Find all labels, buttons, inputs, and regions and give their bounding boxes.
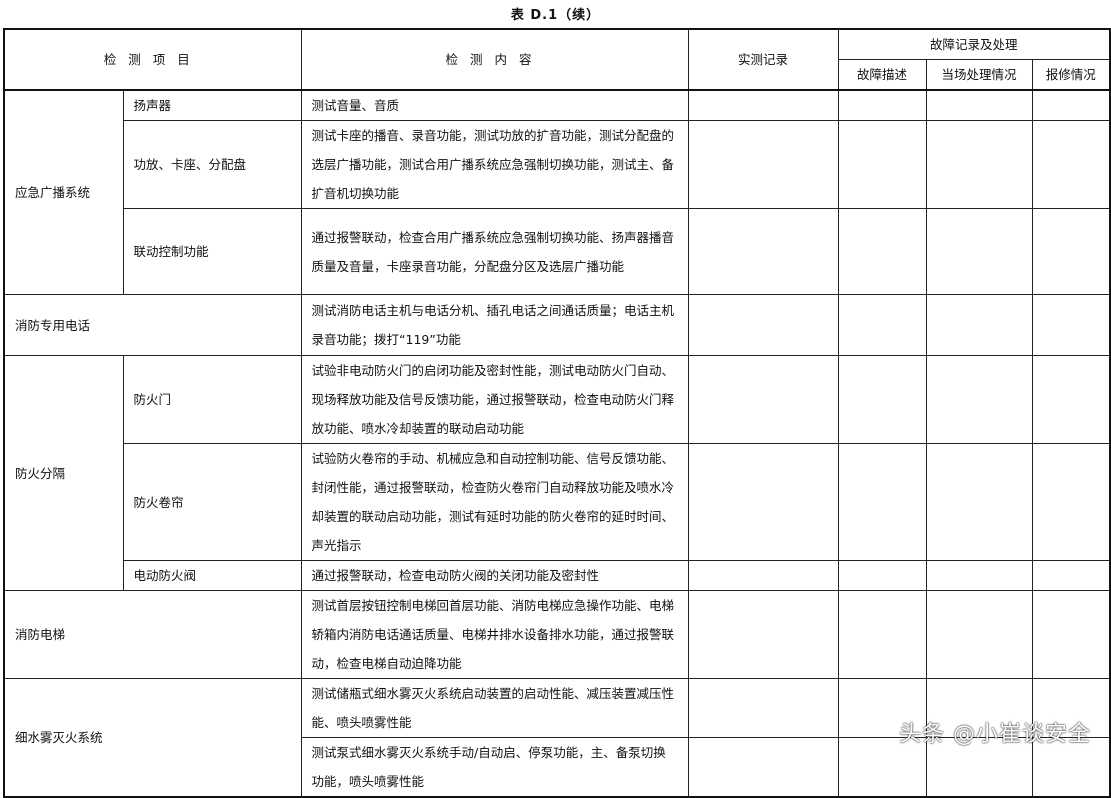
content-cell: 通过报警联动，检查电动防火阀的关闭功能及密封性 (300, 560, 689, 591)
content-cell: 试验非电动防火门的启闭功能及密封性能，测试电动防火门自动、现场释放功能及信号反馈… (300, 355, 689, 444)
record-cell[interactable] (687, 678, 839, 738)
onsite-cell[interactable] (925, 355, 1033, 444)
fault-cell[interactable] (837, 590, 927, 679)
record-cell[interactable] (687, 590, 839, 679)
onsite-cell[interactable] (925, 590, 1033, 679)
header-onsite: 当场处理情况 (925, 59, 1033, 91)
sub-item: 扬声器 (122, 89, 302, 121)
content-cell: 通过报警联动，检查合用广播系统应急强制切换功能、扬声器播音质量及音量，卡座录音功… (300, 208, 689, 295)
fault-cell[interactable] (837, 208, 927, 295)
record-cell[interactable] (687, 294, 839, 356)
sub-item: 防火卷帘 (122, 443, 302, 561)
item-label: 细水雾灭火系统 (3, 678, 302, 798)
header-repair: 报修情况 (1031, 59, 1111, 91)
table-row: 消防电梯 测试首层按钮控制电梯回首层功能、消防电梯应急操作功能、电梯轿箱内消防电… (3, 590, 1111, 679)
onsite-cell[interactable] (925, 89, 1033, 121)
content-cell: 试验防火卷帘的手动、机械应急和自动控制功能、信号反馈功能、封闭性能，通过报警联动… (300, 443, 689, 561)
table-row: 防火卷帘 试验防火卷帘的手动、机械应急和自动控制功能、信号反馈功能、封闭性能，通… (4, 443, 1111, 561)
record-cell[interactable] (687, 737, 839, 798)
fault-cell[interactable] (837, 120, 927, 209)
header-item: 检测项目 (3, 28, 302, 91)
record-cell[interactable] (687, 208, 839, 295)
record-cell[interactable] (687, 443, 839, 561)
onsite-cell[interactable] (925, 443, 1033, 561)
record-cell[interactable] (687, 355, 839, 444)
table-row: 电动防火阀 通过报警联动，检查电动防火阀的关闭功能及密封性 (4, 560, 1111, 591)
fault-cell[interactable] (837, 678, 927, 738)
repair-cell[interactable] (1031, 590, 1111, 679)
fault-cell[interactable] (837, 89, 927, 121)
watermark: 头条 @小崔谈安全 (899, 722, 1091, 747)
repair-cell[interactable] (1031, 120, 1111, 209)
content-cell: 测试消防电话主机与电话分机、插孔电话之间通话质量；电话主机录音功能；拨打“119… (300, 294, 689, 356)
content-cell: 测试音量、音质 (300, 89, 689, 121)
fault-cell[interactable] (837, 294, 927, 356)
header-record: 实测记录 (687, 28, 839, 91)
table-row: 防火分隔 防火门 试验非电动防火门的启闭功能及密封性能，测试电动防火门自动、现场… (3, 355, 1111, 591)
content-cell: 测试首层按钮控制电梯回首层功能、消防电梯应急操作功能、电梯轿箱内消防电话通话质量… (300, 590, 689, 679)
content-cell: 测试泵式细水雾灭火系统手动/自动启、停泵功能，主、备泵切换功能，喷头喷雾性能 (300, 737, 689, 798)
item-label: 防火分隔 (3, 355, 124, 591)
sub-item: 电动防火阀 (122, 560, 302, 591)
header-fault-desc: 故障描述 (837, 59, 927, 91)
fault-cell[interactable] (837, 355, 927, 444)
record-cell[interactable] (687, 120, 839, 209)
repair-cell[interactable] (1031, 443, 1111, 561)
repair-cell[interactable] (1031, 678, 1111, 738)
table-row: 消防专用电话 测试消防电话主机与电话分机、插孔电话之间通话质量；电话主机录音功能… (3, 294, 1111, 356)
fault-cell[interactable] (837, 560, 927, 591)
onsite-cell[interactable] (925, 294, 1033, 356)
inspection-table: 检测项目 检测内容 实测记录 故障记录及处理 故障描述 当场处理情况 报修情况 … (3, 28, 1111, 798)
content-cell: 测试卡座的播音、录音功能，测试功放的扩音功能，测试分配盘的选层广播功能，测试合用… (300, 120, 689, 209)
repair-cell[interactable] (1031, 355, 1111, 444)
header-fault-group: 故障记录及处理 (837, 28, 1111, 60)
table-row: 联动控制功能 通过报警联动，检查合用广播系统应急强制切换功能、扬声器播音质量及音… (4, 208, 1111, 295)
item-label: 消防电梯 (3, 590, 302, 679)
repair-cell[interactable] (1031, 89, 1111, 121)
sub-item: 联动控制功能 (122, 208, 302, 295)
fault-cell[interactable] (837, 443, 927, 561)
table-row: 应急广播系统 扬声器 测试音量、音质 (3, 89, 1111, 295)
sub-item: 功放、卡座、分配盘 (122, 120, 302, 209)
onsite-cell[interactable] (925, 120, 1033, 209)
table-row: 功放、卡座、分配盘 测试卡座的播音、录音功能，测试功放的扩音功能，测试分配盘的选… (4, 120, 1111, 209)
record-cell[interactable] (687, 89, 839, 121)
item-label: 消防专用电话 (3, 294, 302, 356)
onsite-cell[interactable] (925, 208, 1033, 295)
header-content: 检测内容 (300, 28, 689, 91)
repair-cell[interactable] (1031, 208, 1111, 295)
onsite-cell[interactable] (925, 560, 1033, 591)
repair-cell[interactable] (1031, 294, 1111, 356)
item-label: 应急广播系统 (3, 89, 124, 295)
record-cell[interactable] (687, 560, 839, 591)
table-caption: 表 D.1（续） (510, 8, 601, 23)
content-cell: 测试储瓶式细水雾灭火系统启动装置的启动性能、减压装置减压性能、喷头喷雾性能 (300, 678, 689, 738)
sub-item: 防火门 (122, 355, 302, 444)
repair-cell[interactable] (1031, 560, 1111, 591)
